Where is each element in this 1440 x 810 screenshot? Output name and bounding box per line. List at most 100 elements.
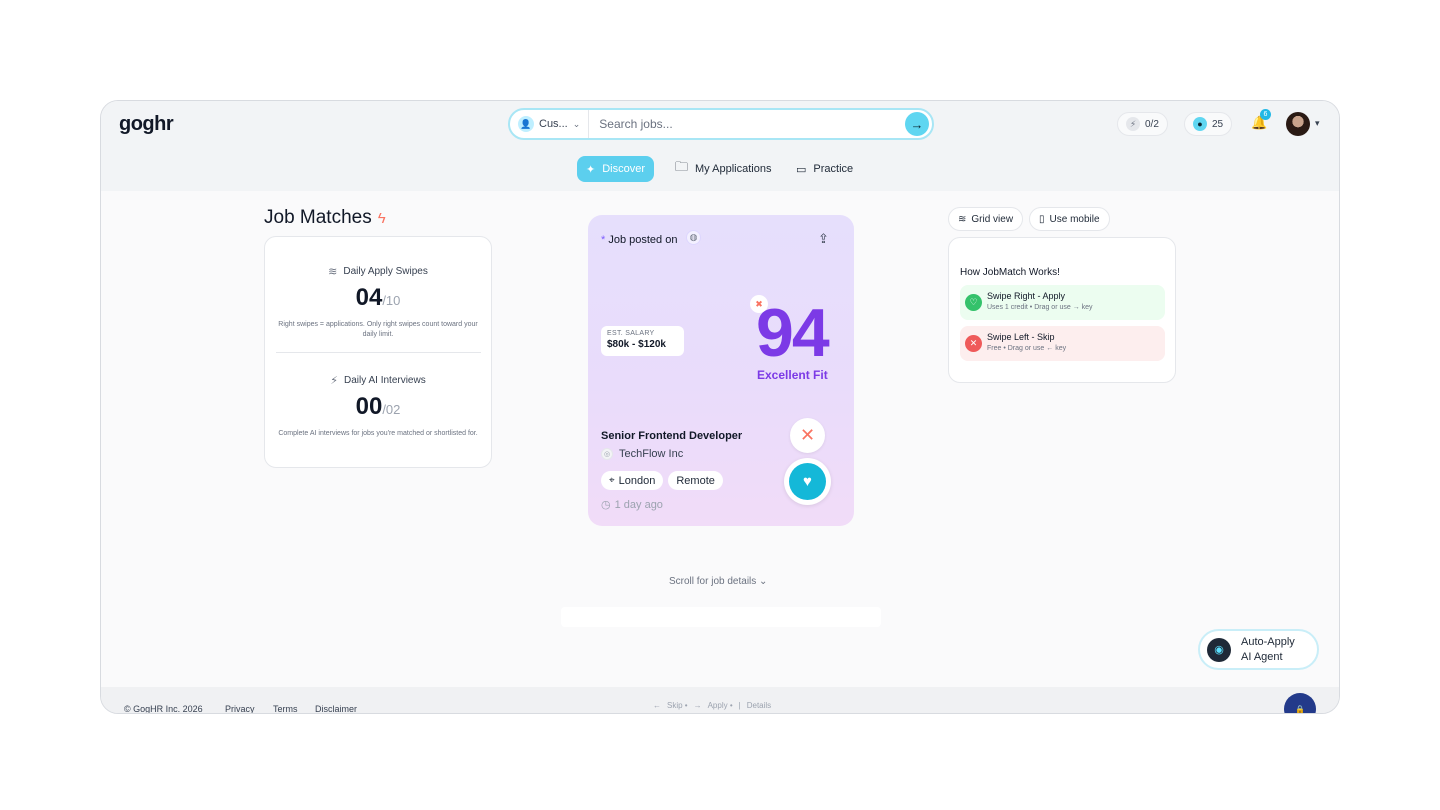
interviews-max: /02 — [382, 402, 401, 417]
tab-discover[interactable]: ✦ Discover — [577, 156, 655, 182]
swipe-left-title: Swipe Left - Skip — [987, 332, 1055, 342]
notifications-button[interactable]: 🔔 6 — [1251, 109, 1271, 131]
bolt-icon: ⚡ — [330, 375, 339, 387]
disclaimer-link[interactable]: Disclaimer — [315, 704, 358, 714]
details-placeholder — [561, 607, 881, 627]
chevron-down-icon: ⌄ — [759, 576, 768, 587]
avatar[interactable] — [1286, 112, 1310, 136]
security-seal-icon: 🔒 — [1284, 693, 1316, 713]
posted-ago-text: 1 day ago — [614, 498, 663, 511]
auto-apply-agent-button[interactable]: ◉ Auto-Apply AI Agent — [1198, 629, 1319, 670]
grid-view-label: Grid view — [971, 213, 1014, 225]
swipes-count: 04/10 — [265, 284, 491, 312]
credits-count: 0/2 — [1145, 118, 1159, 130]
tab-discover-label: Discover — [602, 163, 646, 175]
agent-label-line1: Auto-Apply — [1241, 635, 1295, 648]
company-name: TechFlow Inc — [619, 448, 684, 460]
bolt-icon: ϟ — [377, 209, 386, 227]
swipe-left-rule: ✕ Swipe Left - Skip Free • Drag or use ←… — [960, 326, 1165, 361]
page-title: Job Matches ϟ — [264, 207, 386, 229]
page-title-text: Job Matches — [264, 207, 372, 228]
search-input[interactable] — [589, 117, 905, 131]
notification-badge: 6 — [1260, 109, 1271, 120]
terms-link[interactable]: Terms — [273, 704, 298, 714]
tab-my-applications[interactable]: 🗀 My Applications — [666, 156, 780, 182]
close-icon: ✕ — [965, 335, 982, 352]
arrow-right-icon: → — [910, 116, 924, 132]
match-fit-label: Excellent Fit — [757, 368, 828, 382]
job-title: Senior Frontend Developer — [601, 430, 743, 442]
layers-icon: ≋ — [328, 266, 338, 278]
coins-count: 25 — [1212, 118, 1224, 130]
swipes-value: 04 — [355, 284, 383, 311]
company-logo-icon: ◎ — [601, 448, 613, 460]
keyboard-hints: ← Skip • → Apply • | Details — [653, 701, 771, 710]
tab-practice[interactable]: ▭ Practice — [787, 156, 862, 182]
use-mobile-label: Use mobile — [1049, 213, 1100, 225]
share-icon[interactable]: ⇪ — [818, 231, 829, 246]
job-card[interactable]: * Job posted on ◍ ⇪ EST. SALARY $80k - $… — [588, 215, 854, 526]
swipes-description: Right swipes = applications. Only right … — [278, 321, 478, 338]
location-pin-icon: ⌖ — [609, 475, 615, 486]
close-icon[interactable]: ✖ — [750, 295, 768, 313]
interviews-header: ⚡ Daily AI Interviews — [265, 374, 491, 387]
logo[interactable]: goghr — [119, 113, 174, 135]
job-posted-label: * Job posted on — [601, 234, 678, 246]
layers-icon: ≋ — [958, 213, 967, 225]
match-score: 94 — [756, 295, 830, 371]
how-it-works-card: How JobMatch Works! ♡ Swipe Right - Appl… — [948, 237, 1176, 383]
search-scope-select[interactable]: 👤 Cus... ⌄ — [510, 110, 590, 138]
top-bar: goghr 👤 Cus... ⌄ → ⚡ 0/2 ● 25 🔔 6 ▾ ✦ Di… — [101, 101, 1339, 191]
interviews-label: Daily AI Interviews — [344, 375, 426, 386]
agent-label-line2: AI Agent — [1241, 650, 1283, 663]
apply-button[interactable]: ♥ — [784, 458, 831, 505]
tab-my-applications-label: My Applications — [695, 163, 772, 175]
search-submit-button[interactable]: → — [905, 112, 929, 136]
credits-pill[interactable]: ⚡ 0/2 — [1117, 112, 1168, 136]
caret-down-icon[interactable]: ▾ — [1315, 118, 1320, 128]
close-icon: ✕ — [799, 425, 816, 445]
scroll-hint[interactable]: Scroll for job details ⌄ — [669, 576, 767, 587]
divider — [276, 352, 481, 353]
salary-box: EST. SALARY $80k - $120k — [601, 326, 684, 356]
interviews-description: Complete AI interviews for jobs you're m… — [278, 430, 478, 437]
heart-icon: ♡ — [965, 294, 982, 311]
robot-icon: ◉ — [1207, 637, 1231, 662]
location-tag: ⌖ London — [601, 471, 664, 490]
scroll-hint-text: Scroll for job details — [669, 576, 757, 587]
interviews-count: 00/02 — [265, 393, 491, 421]
hint-details: Details — [746, 701, 772, 710]
privacy-link[interactable]: Privacy — [225, 704, 255, 714]
posted-ago: ◷ 1 day ago — [601, 498, 663, 512]
app-window: goghr 👤 Cus... ⌄ → ⚡ 0/2 ● 25 🔔 6 ▾ ✦ Di… — [100, 100, 1340, 714]
hint-skip: Skip • — [667, 701, 688, 710]
globe-icon[interactable]: ◍ — [686, 230, 701, 245]
company: ◎ TechFlow Inc — [601, 448, 683, 460]
swipe-right-sub: Uses 1 credit • Drag or use → key — [987, 304, 1093, 311]
swipe-left-sub: Free • Drag or use ← key — [987, 345, 1067, 352]
skip-button[interactable]: ✕ — [790, 418, 825, 453]
separator: | — [738, 701, 741, 710]
footer: © GogHR Inc. 2026 Privacy Terms Disclaim… — [101, 687, 1339, 714]
location-text: London — [618, 474, 656, 487]
daily-limits-card: ≋ Daily Apply Swipes 04/10 Right swipes … — [264, 236, 492, 468]
main-content: Job Matches ϟ ≋ Daily Apply Swipes 04/10… — [101, 191, 1339, 687]
how-it-works-title: How JobMatch Works! — [960, 267, 1060, 278]
swipes-label: Daily Apply Swipes — [343, 266, 428, 277]
swipe-right-rule: ♡ Swipe Right - Apply Uses 1 credit • Dr… — [960, 285, 1165, 320]
grid-view-button[interactable]: ≋ Grid view — [948, 207, 1024, 231]
swipe-right-title: Swipe Right - Apply — [987, 291, 1066, 301]
coins-pill[interactable]: ● 25 — [1184, 112, 1233, 136]
arrow-right-icon: → — [693, 701, 702, 710]
work-type-tag: Remote — [668, 471, 723, 490]
interviews-value: 00 — [355, 393, 383, 420]
swipes-max: /10 — [382, 293, 401, 308]
user-icon: 👤 — [518, 116, 534, 132]
folder-icon: 🗀 — [675, 159, 689, 174]
salary-label: EST. SALARY — [607, 330, 655, 337]
heart-icon: ♥ — [803, 473, 812, 490]
salary-value: $80k - $120k — [607, 339, 666, 350]
use-mobile-button[interactable]: ▯ Use mobile — [1029, 207, 1110, 231]
arrow-left-icon: ← — [653, 701, 661, 710]
coin-icon: ● — [1193, 117, 1207, 131]
